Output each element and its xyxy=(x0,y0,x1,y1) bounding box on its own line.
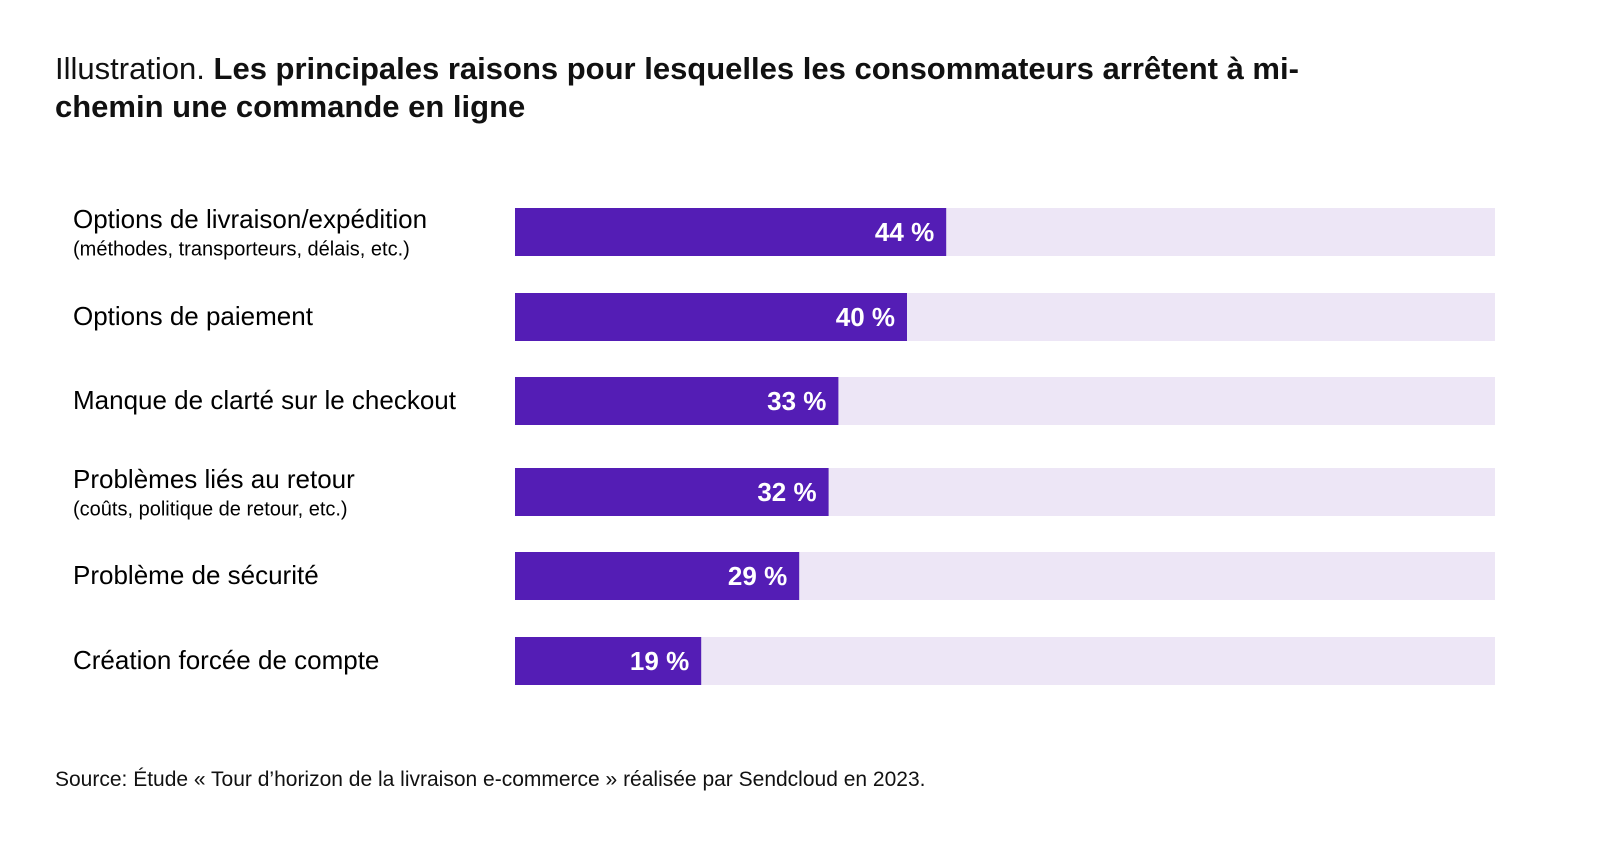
bar xyxy=(515,208,947,256)
chart-title: Illustration. Les principales raisons po… xyxy=(55,50,1315,126)
value-label: 44 % xyxy=(875,217,934,247)
bar xyxy=(515,377,839,425)
bar xyxy=(515,552,800,600)
value-label: 19 % xyxy=(630,646,689,676)
category-label: Problèmes liés au retour xyxy=(73,464,355,494)
source-note: Source: Étude « Tour d’horizon de la liv… xyxy=(55,768,926,791)
value-label: 40 % xyxy=(836,302,895,332)
category-note: (coûts, politique de retour, etc.) xyxy=(73,498,348,520)
category-label: Manque de clarté sur le checkout xyxy=(73,385,457,415)
category-label: Création forcée de compte xyxy=(73,645,379,675)
bar xyxy=(515,293,907,341)
category-label: Options de livraison/expédition xyxy=(73,204,427,234)
value-label: 32 % xyxy=(757,477,816,507)
chart: Options de livraison/expédition (méthodes… xyxy=(73,204,1495,685)
value-label: 29 % xyxy=(728,561,787,591)
bar xyxy=(515,468,829,516)
category-label: Problème de sécurité xyxy=(73,560,319,590)
category-label: Options de paiement xyxy=(73,301,314,331)
value-label: 33 % xyxy=(767,386,826,416)
title-prefix: Illustration. xyxy=(55,51,205,86)
bar xyxy=(515,637,702,685)
category-note: (méthodes, transporteurs, délais, etc.) xyxy=(73,238,410,260)
title-main: Les principales raisons pour lesquelles … xyxy=(55,51,1299,124)
